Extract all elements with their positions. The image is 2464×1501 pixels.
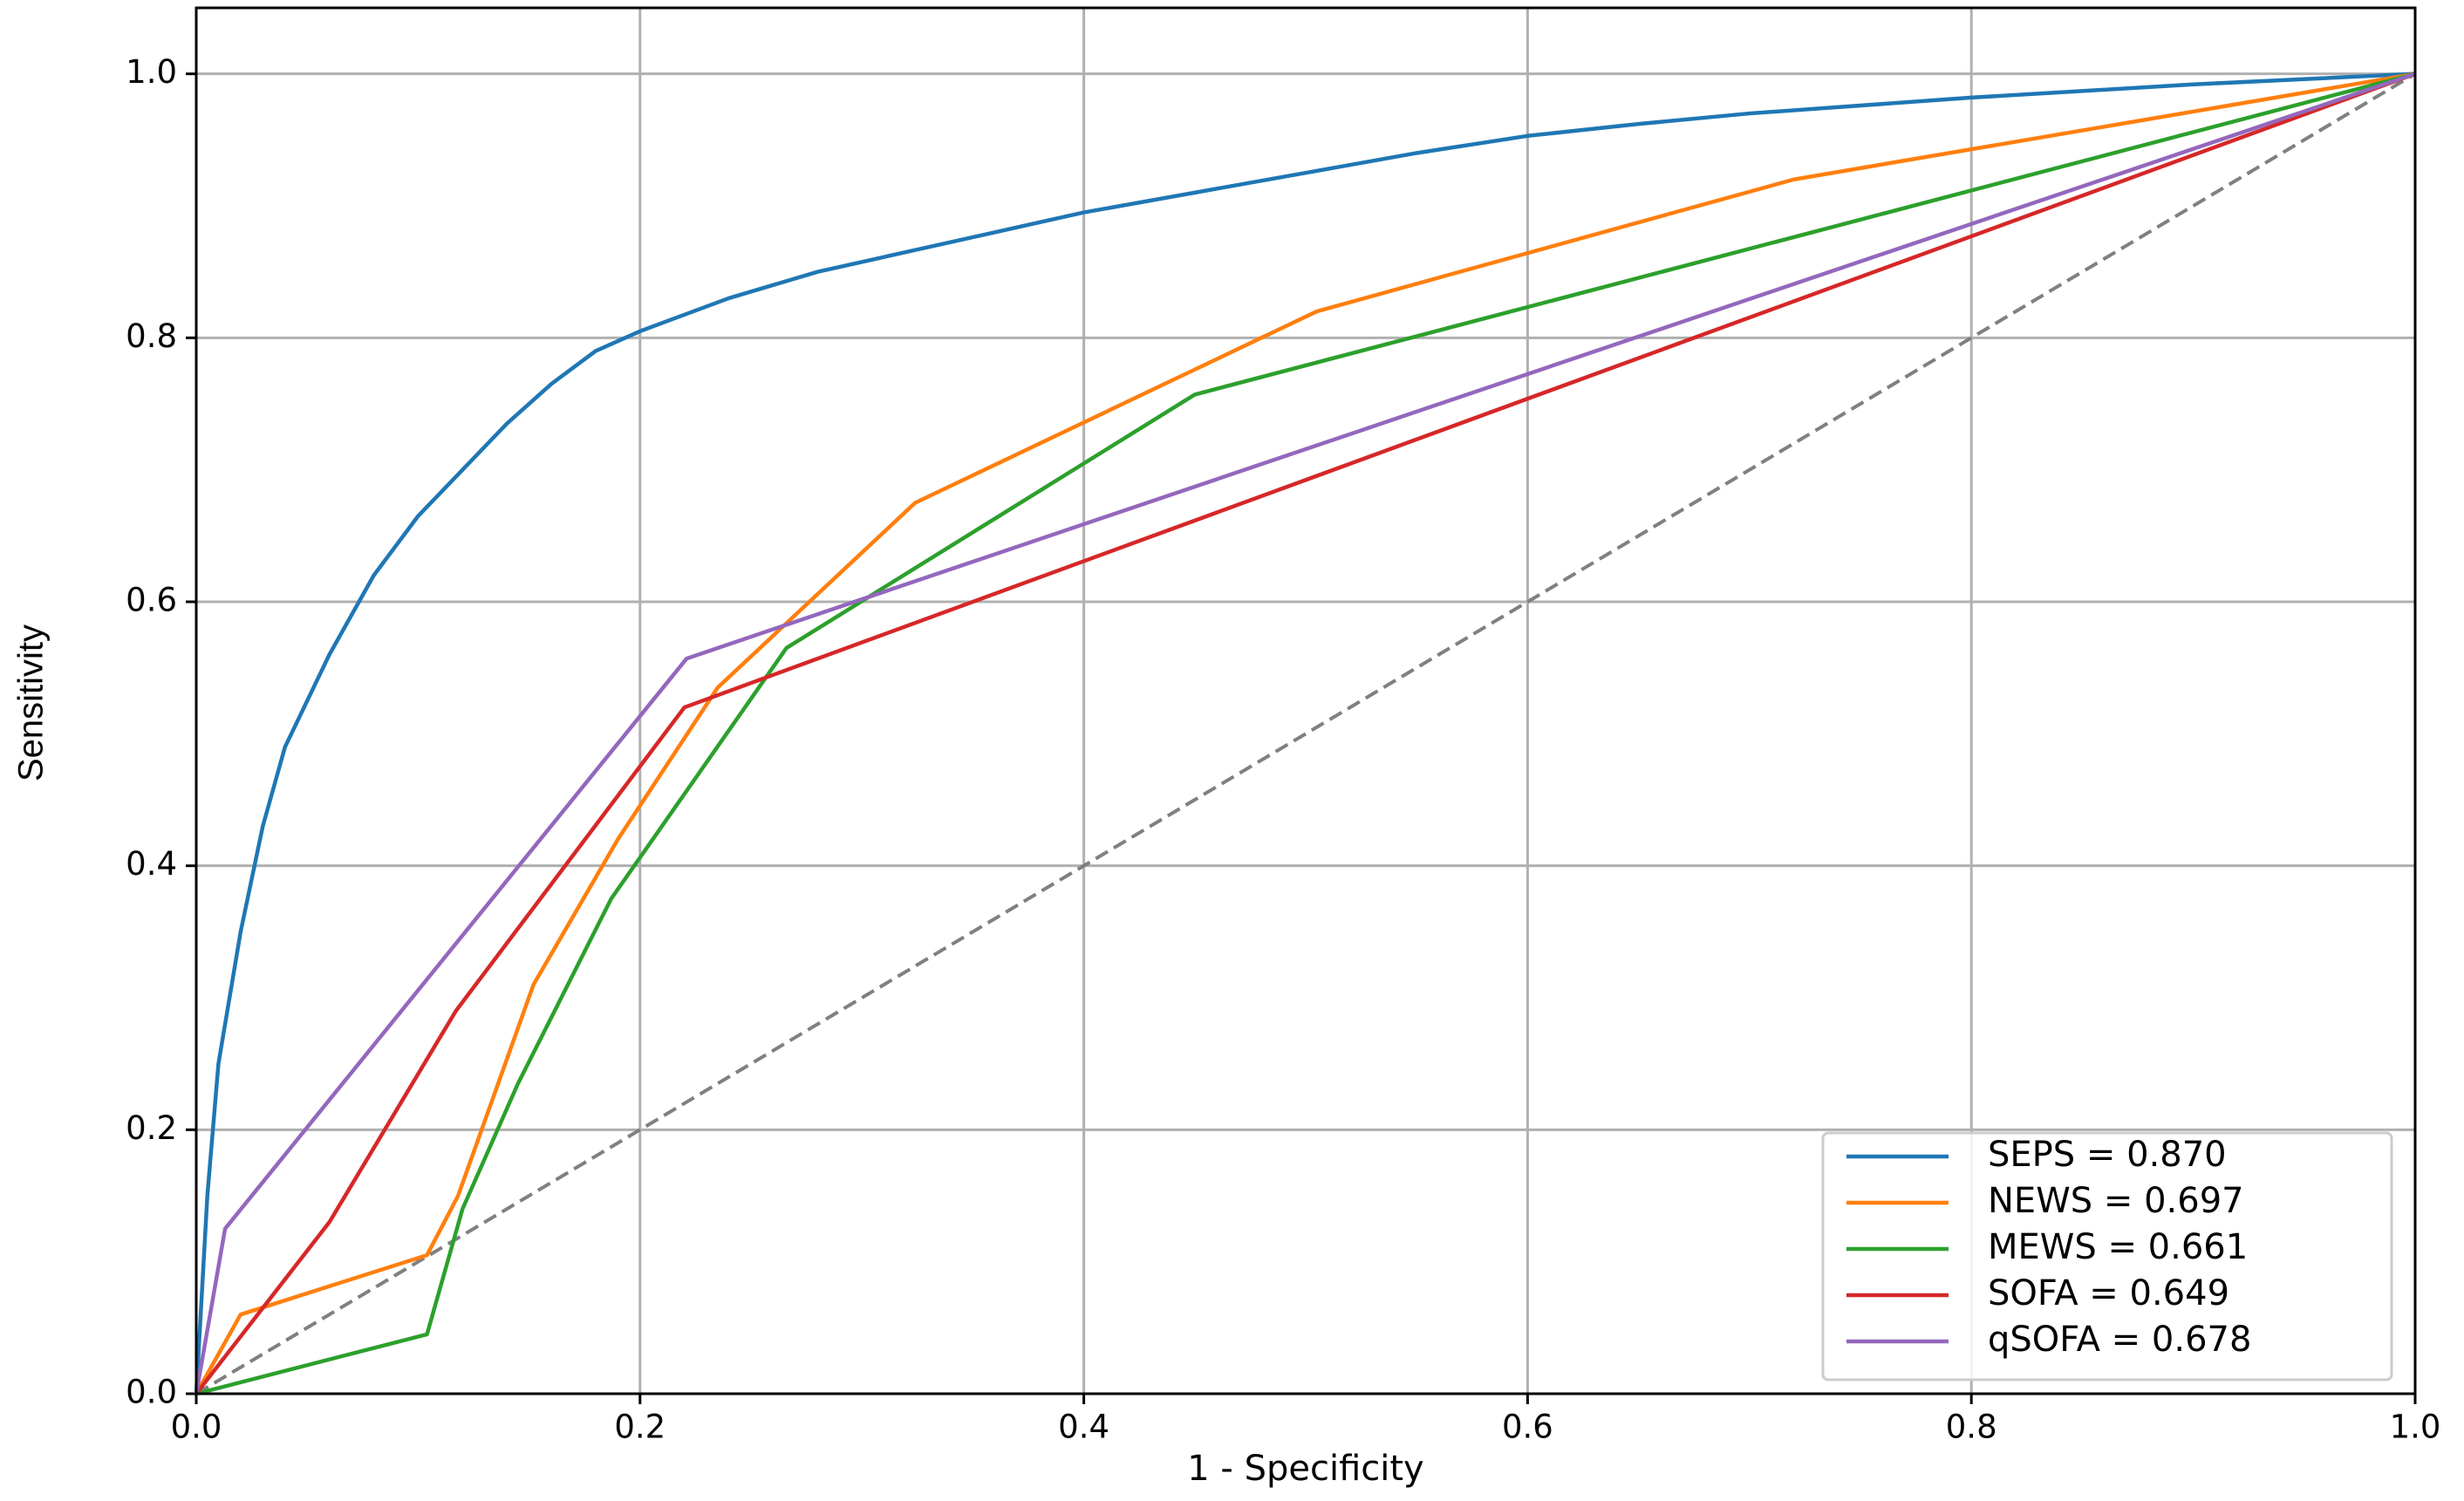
x-tick-label: 0.2	[614, 1409, 665, 1446]
y-tick-label: 0.6	[126, 582, 177, 619]
y-tick-label: 0.4	[126, 845, 177, 883]
plot-frame	[195, 6, 2417, 1395]
roc-curve	[195, 72, 2416, 1396]
y-tick-label: 0.0	[126, 1374, 177, 1411]
legend-label: qSOFA = 0.678	[1988, 1320, 2251, 1360]
roc-curve	[195, 72, 2416, 1395]
y-tick-label: 0.8	[126, 317, 177, 355]
legend-box	[1821, 1131, 2393, 1382]
legend-label: MEWS = 0.661	[1988, 1227, 2248, 1267]
roc-curve	[194, 72, 2416, 1395]
roc-curve	[195, 72, 2416, 1395]
x-tick-label: 0.4	[1058, 1409, 1109, 1446]
legend-label: NEWS = 0.697	[1988, 1181, 2244, 1221]
legend-label: SOFA = 0.649	[1988, 1273, 2229, 1313]
legend-label: SEPS = 0.870	[1988, 1135, 2227, 1175]
x-tick-label: 1.0	[2390, 1409, 2441, 1446]
x-tick-label: 0.0	[171, 1409, 222, 1446]
y-tick-label: 0.2	[126, 1109, 177, 1147]
legend: SEPS = 0.870 NEWS = 0.697 MEWS = 0.661 SOFA…	[1821, 1131, 2393, 1382]
chance-line	[195, 72, 2417, 1395]
x-tick-label: 0.6	[1502, 1409, 1553, 1446]
x-axis-label: 1 - Specificity	[1187, 1449, 1423, 1489]
y-tick-label: 1.0	[126, 53, 177, 91]
x-tick-label: 0.8	[1946, 1409, 1997, 1446]
roc-curve	[194, 72, 2416, 1395]
y-axis-label: Sensitivity	[12, 624, 51, 781]
